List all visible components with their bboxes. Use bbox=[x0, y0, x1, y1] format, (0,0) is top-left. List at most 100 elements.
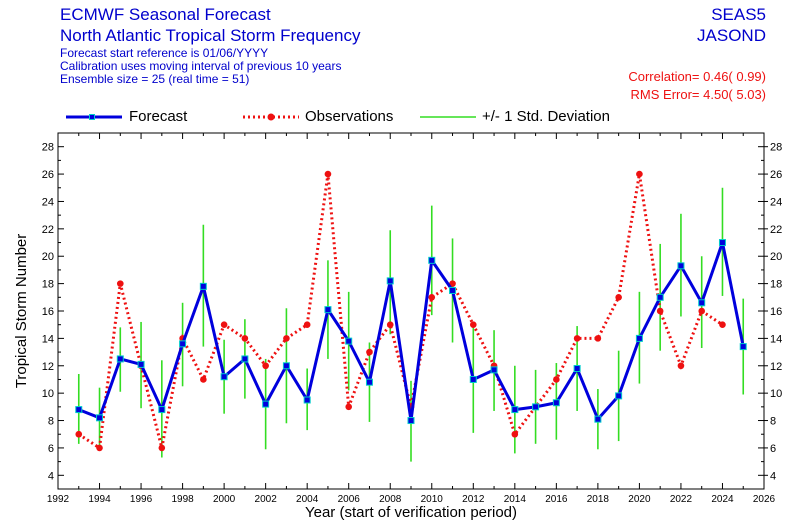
forecast-point bbox=[532, 403, 540, 411]
forecast-point bbox=[698, 299, 706, 307]
legend-observations-marker bbox=[267, 113, 275, 121]
y-axis-label: Tropical Storm Number bbox=[13, 234, 30, 388]
observation-point bbox=[594, 335, 602, 342]
forecast-point bbox=[469, 375, 477, 383]
legend-forecast-label: Forecast bbox=[129, 108, 188, 125]
x-tick-label: 1992 bbox=[47, 494, 70, 505]
forecast-point bbox=[220, 373, 228, 381]
forecast-point bbox=[677, 262, 685, 270]
y-tick-label: 6 bbox=[48, 443, 54, 455]
observation-point bbox=[573, 335, 581, 342]
note-calibration: Calibration uses moving interval of prev… bbox=[60, 59, 342, 73]
y-tick-label-right: 24 bbox=[770, 196, 782, 208]
x-tick-label: 1996 bbox=[130, 494, 153, 505]
y-tick-label-right: 26 bbox=[770, 169, 782, 181]
x-axis-label: Year (start of verification period) bbox=[305, 504, 517, 521]
x-tick-label: 2004 bbox=[296, 494, 319, 505]
forecast-point bbox=[241, 355, 249, 363]
observation-point bbox=[200, 376, 207, 383]
y-tick-label-right: 28 bbox=[770, 142, 782, 154]
forecast-point bbox=[116, 355, 124, 363]
observation-point bbox=[636, 170, 643, 178]
y-tick-label-right: 20 bbox=[770, 251, 782, 263]
observation-point bbox=[241, 335, 249, 342]
forecast-point bbox=[303, 396, 311, 404]
system-label: SEAS5 bbox=[711, 5, 766, 24]
observation-point bbox=[345, 403, 353, 411]
observation-point bbox=[449, 280, 456, 287]
forecast-point bbox=[552, 399, 560, 407]
x-tick-label: 2026 bbox=[753, 494, 776, 505]
y-tick-label-right: 12 bbox=[770, 361, 782, 373]
x-tick-label: 2024 bbox=[711, 494, 734, 505]
y-tick-label-right: 14 bbox=[770, 333, 782, 345]
x-tick-label: 2020 bbox=[628, 494, 651, 505]
observation-point bbox=[386, 321, 394, 328]
x-tick-label: 2010 bbox=[421, 494, 444, 505]
forecast-point bbox=[262, 400, 270, 408]
legend-forecast-marker bbox=[89, 114, 95, 120]
forecast-point bbox=[490, 366, 498, 374]
forecast-point bbox=[386, 277, 394, 285]
observation-point bbox=[303, 321, 311, 328]
observation-point bbox=[96, 444, 103, 452]
forecast-point bbox=[365, 378, 373, 386]
y-tick-label: 12 bbox=[42, 361, 54, 373]
observations-line bbox=[77, 173, 724, 451]
observation-point bbox=[75, 430, 83, 438]
x-tick-label: 1994 bbox=[88, 494, 111, 505]
x-tick-label: 2018 bbox=[587, 494, 610, 505]
x-tick-label: 1998 bbox=[171, 494, 194, 505]
observation-point bbox=[553, 376, 560, 383]
observation-point bbox=[469, 321, 477, 328]
rms-error-label: RMS Error= 4.50( 5.03) bbox=[630, 87, 766, 102]
forecast-point bbox=[324, 306, 332, 314]
y-tick-label-right: 4 bbox=[770, 470, 776, 482]
observation-point bbox=[428, 294, 436, 301]
observations-series bbox=[75, 170, 726, 452]
observation-point bbox=[283, 335, 290, 342]
legend-observations-label: Observations bbox=[305, 108, 394, 125]
correlation-label: Correlation= 0.46( 0.99) bbox=[628, 69, 766, 84]
observation-point bbox=[719, 321, 726, 328]
y-tick-label: 24 bbox=[42, 196, 54, 208]
x-tick-label: 2006 bbox=[338, 494, 361, 505]
forecast-point bbox=[594, 415, 602, 423]
observation-point bbox=[615, 294, 622, 301]
y-tick-label: 16 bbox=[42, 306, 54, 318]
forecast-point bbox=[158, 406, 166, 414]
forecast-point bbox=[511, 406, 519, 414]
observation-point bbox=[656, 307, 664, 315]
forecast-point bbox=[635, 334, 643, 342]
y-tick-label: 4 bbox=[48, 470, 54, 482]
season-label: JASOND bbox=[697, 26, 766, 45]
forecast-point bbox=[345, 337, 353, 345]
x-tick-label: 2002 bbox=[255, 494, 278, 505]
chart-title: ECMWF Seasonal Forecast bbox=[60, 5, 271, 24]
observation-point bbox=[677, 362, 685, 370]
forecast-point bbox=[75, 406, 83, 414]
observation-point bbox=[511, 430, 519, 438]
y-tick-label: 20 bbox=[42, 251, 54, 263]
forecast-point bbox=[428, 256, 436, 264]
forecast-series bbox=[75, 239, 747, 425]
forecast-point bbox=[282, 362, 290, 370]
y-tick-label: 18 bbox=[42, 279, 54, 291]
y-tick-label-right: 6 bbox=[770, 443, 776, 455]
forecast-point bbox=[615, 392, 623, 400]
legend-std-label: +/- 1 Std. Deviation bbox=[482, 108, 610, 125]
y-tick-label: 8 bbox=[48, 416, 54, 428]
forecast-point bbox=[656, 293, 664, 301]
observation-point bbox=[366, 348, 373, 356]
observation-point bbox=[220, 321, 228, 328]
x-tick-label: 2016 bbox=[545, 494, 568, 505]
forecast-point bbox=[179, 340, 187, 348]
forecast-point bbox=[718, 239, 726, 247]
forecast-point bbox=[96, 414, 104, 422]
y-tick-label: 10 bbox=[42, 388, 54, 400]
observation-point bbox=[158, 444, 166, 452]
y-tick-label: 26 bbox=[42, 169, 54, 181]
y-tick-label-right: 22 bbox=[770, 224, 782, 236]
x-tick-label: 2012 bbox=[462, 494, 485, 505]
